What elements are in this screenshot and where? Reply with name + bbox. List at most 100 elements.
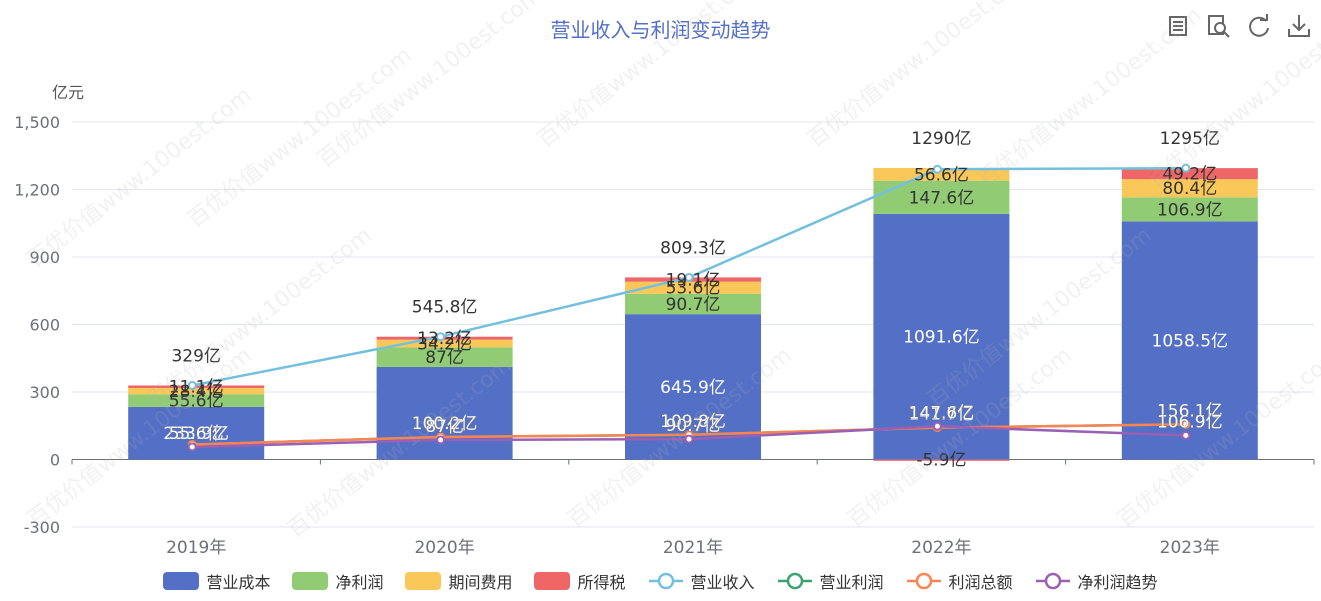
x-tick-label: 2021年 — [663, 538, 723, 558]
legend-item-所得税[interactable]: 所得税 — [534, 569, 626, 593]
y-tick-label: -300 — [24, 518, 60, 537]
bar-total-label: 1290亿 — [911, 129, 971, 149]
legend-label: 营业成本 — [206, 573, 271, 592]
bar-total-label: 329亿 — [171, 346, 220, 366]
chart-legend: 营业成本 净利润 期间费用 所得税 营业收入 营业利润 利润总额 净利润趋势 — [0, 569, 1321, 593]
point-营业收入 — [187, 380, 197, 390]
line-label-利润总额: 156.1亿 — [1157, 401, 1223, 421]
line-label-利润总额: 141.7亿 — [909, 405, 975, 425]
legend-item-利润总额[interactable]: 利润总额 — [906, 569, 1013, 593]
point-营业收入 — [932, 164, 942, 174]
legend-label: 利润总额 — [948, 573, 1013, 592]
legend-bar-swatch — [163, 572, 200, 590]
line-label-利润总额: 109.8亿 — [660, 412, 726, 432]
bar-所得税 — [1121, 168, 1258, 180]
legend-label: 营业收入 — [690, 573, 755, 592]
download-icon[interactable] — [1284, 12, 1314, 40]
bar-label-期间费用: 56.6亿 — [914, 165, 969, 185]
legend-item-净利润趋势[interactable]: 净利润趋势 — [1035, 569, 1158, 593]
legend-bar-swatch — [405, 572, 442, 590]
y-tick-label: 0 — [50, 451, 60, 470]
bar-label-所得税: 49.2亿 — [1162, 165, 1217, 185]
point-净利润趋势 — [436, 435, 446, 445]
point-净利润趋势 — [1181, 430, 1191, 440]
x-tick-label: 2022年 — [911, 538, 971, 558]
legend-label: 净利润趋势 — [1077, 573, 1158, 592]
bar-label-净利润: 90.7亿 — [666, 295, 721, 315]
legend-bar-swatch — [292, 572, 329, 590]
bar-label-营业成本: 1058.5亿 — [1152, 331, 1228, 351]
legend-item-营业成本[interactable]: 营业成本 — [163, 569, 270, 593]
bar-label-所得税: 19.1亿 — [666, 271, 721, 291]
bar-净利润 — [1121, 197, 1258, 222]
chart-title: 营业收入与利润变动趋势 — [550, 18, 771, 42]
legend-label: 净利润 — [335, 573, 384, 592]
point-营业收入 — [1181, 163, 1191, 173]
bar-label-净利润: 55.6亿 — [169, 392, 224, 412]
legend-item-期间费用[interactable]: 期间费用 — [405, 569, 512, 593]
bar-净利润 — [625, 293, 761, 315]
bar-期间费用 — [128, 387, 265, 395]
x-tick-label: 2019年 — [166, 538, 226, 558]
bar-total-label: 1295亿 — [1160, 129, 1220, 149]
y-tick-label: 900 — [29, 248, 60, 267]
bar-所得税 — [625, 277, 761, 282]
legend-item-营业收入[interactable]: 营业收入 — [648, 569, 755, 593]
bar-期间费用 — [873, 167, 1010, 181]
bar-label-所得税: 11.1亿 — [169, 378, 224, 398]
point-营业收入 — [684, 272, 694, 282]
line-label-净利润趋势: 87亿 — [425, 417, 464, 437]
bar-label-期间费用: 80.4亿 — [1162, 179, 1217, 199]
bar-营业成本 — [1121, 221, 1258, 460]
bar-净利润 — [376, 347, 513, 367]
bar-label-营业成本: 645.9亿 — [660, 378, 726, 398]
zoom-icon[interactable] — [1204, 12, 1234, 40]
y-tick-label: 1,200 — [14, 181, 60, 200]
bar-total-label: 545.8亿 — [412, 298, 478, 318]
point-净利润趋势 — [684, 434, 694, 444]
bar-营业成本 — [128, 406, 265, 460]
bar-label-营业成本: 233.9亿 — [163, 424, 229, 444]
line-label-净利润趋势: 147.6亿 — [909, 403, 975, 423]
data-view-icon[interactable] — [1164, 12, 1194, 40]
point-营业收入 — [436, 332, 446, 342]
legend-label: 营业利润 — [819, 573, 884, 592]
bar-label-期间费用: 34.2亿 — [417, 335, 472, 355]
chart-toolbar — [1164, 12, 1314, 40]
bar-净利润 — [128, 394, 265, 407]
line-label-净利润趋势: 90.7亿 — [666, 416, 721, 436]
bar-label-净利润: 87亿 — [425, 348, 464, 368]
bar-label-净利润: 106.9亿 — [1157, 200, 1223, 220]
line-label-净利润趋势: 106.9亿 — [1157, 412, 1223, 432]
legend-item-净利润[interactable]: 净利润 — [292, 569, 383, 593]
y-axis-unit-label: 亿元 — [52, 83, 85, 102]
bar-label-所得税: 13.2亿 — [417, 329, 472, 349]
legend-line-swatch — [906, 572, 941, 590]
bar-label-净利润: 147.6亿 — [909, 188, 975, 208]
x-tick-label: 2023年 — [1160, 538, 1220, 558]
y-tick-label: 1,500 — [14, 113, 60, 132]
legend-line-swatch — [777, 572, 812, 590]
legend-label: 期间费用 — [448, 573, 513, 592]
point-净利润趋势 — [932, 421, 942, 431]
legend-line-swatch — [648, 572, 683, 590]
legend-line-swatch — [1035, 572, 1070, 590]
bar-label-所得税: -5.9亿 — [916, 451, 966, 471]
legend-bar-swatch — [534, 572, 571, 590]
legend-item-营业利润[interactable]: 营业利润 — [777, 569, 884, 593]
bar-label-期间费用: 53.6亿 — [666, 279, 721, 299]
restore-icon[interactable] — [1244, 12, 1274, 40]
point-净利润趋势 — [187, 442, 197, 452]
bar-营业成本 — [873, 213, 1010, 460]
line-label-净利润趋势: 55.6亿 — [169, 424, 224, 444]
y-tick-label: 300 — [29, 383, 60, 402]
bar-期间费用 — [376, 339, 513, 348]
legend-label: 所得税 — [577, 573, 626, 592]
bar-label-期间费用: 28.4亿 — [169, 382, 224, 402]
y-tick-label: 600 — [29, 316, 60, 335]
bar-营业成本 — [376, 366, 513, 460]
bar-label-营业成本: 1091.6亿 — [903, 328, 979, 348]
bar-期间费用 — [1121, 179, 1258, 198]
line-label-利润总额: 100.2亿 — [412, 414, 478, 434]
